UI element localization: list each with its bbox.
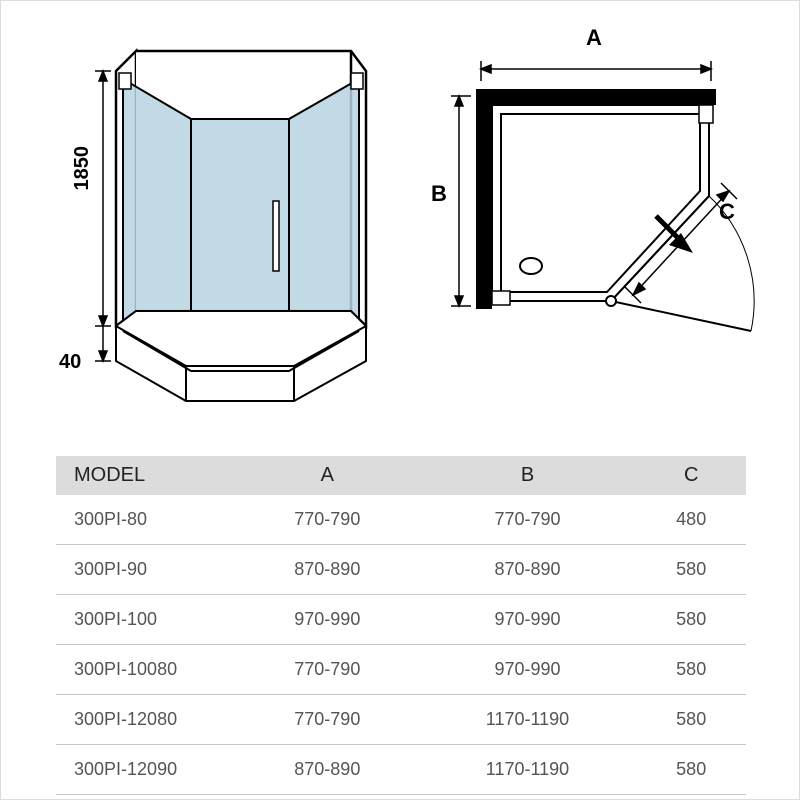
top-view: [421, 41, 761, 371]
table-row: 300PI-100970-990970-990580: [56, 595, 746, 645]
col-C: C: [636, 456, 746, 495]
cell-value: 770-790: [236, 495, 419, 545]
table-header-row: MODEL A B C: [56, 456, 746, 495]
cell-model: 300PI-100: [56, 595, 236, 645]
cell-value: 480: [636, 495, 746, 545]
cell-value: 970-990: [419, 645, 637, 695]
table-row: 300PI-80770-790770-790480: [56, 495, 746, 545]
cell-value: 1170-1190: [419, 695, 637, 745]
cell-value: 770-790: [236, 645, 419, 695]
dim-A: A: [586, 25, 602, 51]
cell-value: 580: [636, 645, 746, 695]
cell-model: 300PI-10080: [56, 645, 236, 695]
cell-value: 580: [636, 545, 746, 595]
cell-value: 870-890: [419, 545, 637, 595]
cell-model: 300PI-80: [56, 495, 236, 545]
table-row: 300PI-12080770-7901170-1190580: [56, 695, 746, 745]
col-B: B: [419, 456, 637, 495]
diagram-area: 1850 40: [51, 31, 751, 411]
cell-value: 580: [636, 745, 746, 795]
cell-model: 300PI-90: [56, 545, 236, 595]
col-model: MODEL: [56, 456, 236, 495]
table-row: 300PI-12090870-8901170-1190580: [56, 745, 746, 795]
dim-B: B: [431, 181, 447, 207]
cell-value: 580: [636, 695, 746, 745]
cell-value: 970-990: [419, 595, 637, 645]
cell-model: 300PI-12090: [56, 745, 236, 795]
cell-value: 970-990: [236, 595, 419, 645]
cell-value: 870-890: [236, 745, 419, 795]
col-A: A: [236, 456, 419, 495]
cell-value: 580: [636, 595, 746, 645]
dim-C: C: [719, 199, 735, 225]
table-row: 300PI-10080770-790970-990580: [56, 645, 746, 695]
cell-model: 300PI-12080: [56, 695, 236, 745]
dim-base-height: 40: [59, 351, 81, 374]
cell-value: 770-790: [236, 695, 419, 745]
dim-height: 1850: [71, 146, 94, 191]
front-view: [51, 31, 381, 411]
cell-value: 770-790: [419, 495, 637, 545]
cell-value: 1170-1190: [419, 745, 637, 795]
spec-table: MODEL A B C 300PI-80770-790770-790480300…: [56, 456, 746, 795]
cell-value: 870-890: [236, 545, 419, 595]
table-row: 300PI-90870-890870-890580: [56, 545, 746, 595]
